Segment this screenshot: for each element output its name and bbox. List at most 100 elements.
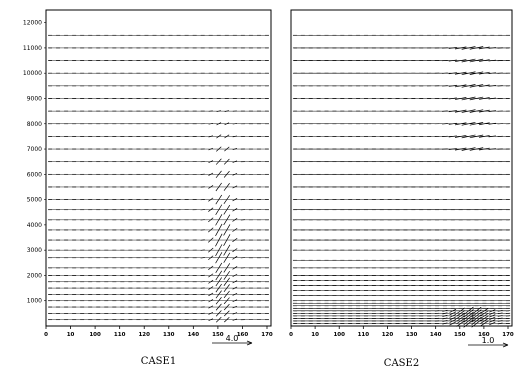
panel-case2-caption: CASE2 (384, 358, 419, 369)
wind-vector (208, 273, 214, 278)
wind-vector (232, 197, 238, 202)
wind-vector (208, 185, 214, 189)
wind-vector (454, 46, 467, 50)
panel-case1-frame (45, 9, 272, 327)
wind-vector (223, 252, 231, 263)
wind-vector (489, 314, 496, 318)
panel-case1-vectors (48, 34, 269, 323)
wind-vector (224, 122, 230, 126)
panel-case2-frame (290, 9, 513, 327)
wind-vector (215, 223, 223, 237)
wind-vector (461, 134, 476, 139)
wind-vector (208, 135, 213, 138)
x-tick-label: 110 (114, 332, 126, 338)
wind-vector (479, 71, 490, 75)
wind-vector (215, 170, 222, 179)
wind-vector (208, 311, 214, 315)
y-tick-label: 7000 (27, 146, 42, 153)
wind-vector (456, 317, 466, 325)
wind-vector (232, 227, 238, 232)
wind-vector (456, 310, 466, 317)
wind-vector (215, 262, 223, 274)
wind-vector (208, 217, 214, 223)
panel-case1-x-ticks: 0 10 100 110 120 130 140 150 160 170 (44, 326, 273, 338)
y-tick-label: 8000 (27, 121, 42, 128)
wind-vector (488, 84, 496, 87)
wind-vector (224, 110, 230, 112)
wind-vector (469, 84, 484, 88)
wind-vector (448, 135, 457, 138)
wind-vector (232, 217, 238, 222)
wind-vector (232, 312, 238, 315)
y-tick-label: 4000 (27, 222, 42, 229)
x-tick-label: 140 (188, 332, 200, 338)
x-tick-label: 150 (212, 332, 224, 338)
wind-vector (208, 160, 214, 164)
wind-vector (215, 182, 222, 192)
wind-vector (223, 263, 231, 273)
wind-vector (497, 320, 503, 322)
wind-vector (479, 97, 490, 100)
wind-vector (215, 158, 222, 165)
wind-vector (215, 303, 222, 311)
wind-vector (216, 110, 221, 113)
wind-vector (223, 290, 230, 299)
x-tick-label: 170 (261, 332, 273, 338)
wind-vector (488, 47, 496, 49)
wind-vector (232, 293, 238, 296)
wind-vector (232, 280, 238, 284)
wind-vector (456, 315, 466, 322)
wind-vector (216, 122, 222, 126)
wind-vector (200, 249, 205, 251)
wind-vector (223, 303, 230, 311)
y-tick-label: 11000 (23, 45, 42, 52)
wind-vector (232, 286, 238, 290)
wind-vector (456, 312, 466, 320)
wind-vector (461, 46, 476, 50)
wind-vector (469, 58, 484, 63)
wind-vector (469, 96, 484, 101)
wind-vector (469, 109, 484, 113)
wind-vector (488, 148, 496, 150)
wind-vector (469, 46, 484, 50)
wind-vector (479, 46, 490, 50)
wind-vector (469, 134, 484, 139)
wind-vector (480, 320, 489, 327)
wind-vector (488, 135, 496, 138)
wind-vector (232, 266, 238, 270)
wind-vector (208, 265, 214, 270)
wind-vector (497, 312, 503, 315)
wind-vector (454, 59, 467, 63)
x-tick-label: 10 (311, 332, 319, 338)
y-tick-label: 12000 (23, 20, 42, 27)
wind-vector (215, 204, 223, 215)
wind-vector (232, 173, 238, 176)
wind-vector (223, 284, 230, 293)
wind-vector (442, 312, 448, 315)
wind-vector (479, 59, 490, 62)
wind-vector (215, 244, 223, 257)
wind-vector (488, 72, 496, 75)
wind-vector (215, 233, 223, 247)
wind-vector (469, 122, 484, 126)
x-tick-label: 160 (237, 332, 249, 338)
wind-vector (480, 307, 489, 314)
wind-vector (488, 59, 496, 62)
wind-vector (208, 255, 214, 261)
wind-vector (488, 110, 496, 112)
reference-vector-arrowhead (246, 340, 253, 346)
wind-vector (497, 310, 503, 312)
wind-vector (448, 46, 457, 49)
wind-vector (442, 309, 448, 312)
wind-vector (208, 318, 214, 321)
wind-vector (200, 229, 205, 231)
wind-vector (489, 311, 496, 316)
wind-vector (461, 71, 476, 76)
wind-vector (208, 197, 214, 202)
wind-vector (223, 234, 231, 246)
panel-case2-reference-vector: 1.0 (468, 336, 509, 348)
wind-vector (448, 97, 457, 100)
x-tick-label: 120 (382, 332, 394, 338)
x-tick-label: 130 (406, 332, 418, 338)
